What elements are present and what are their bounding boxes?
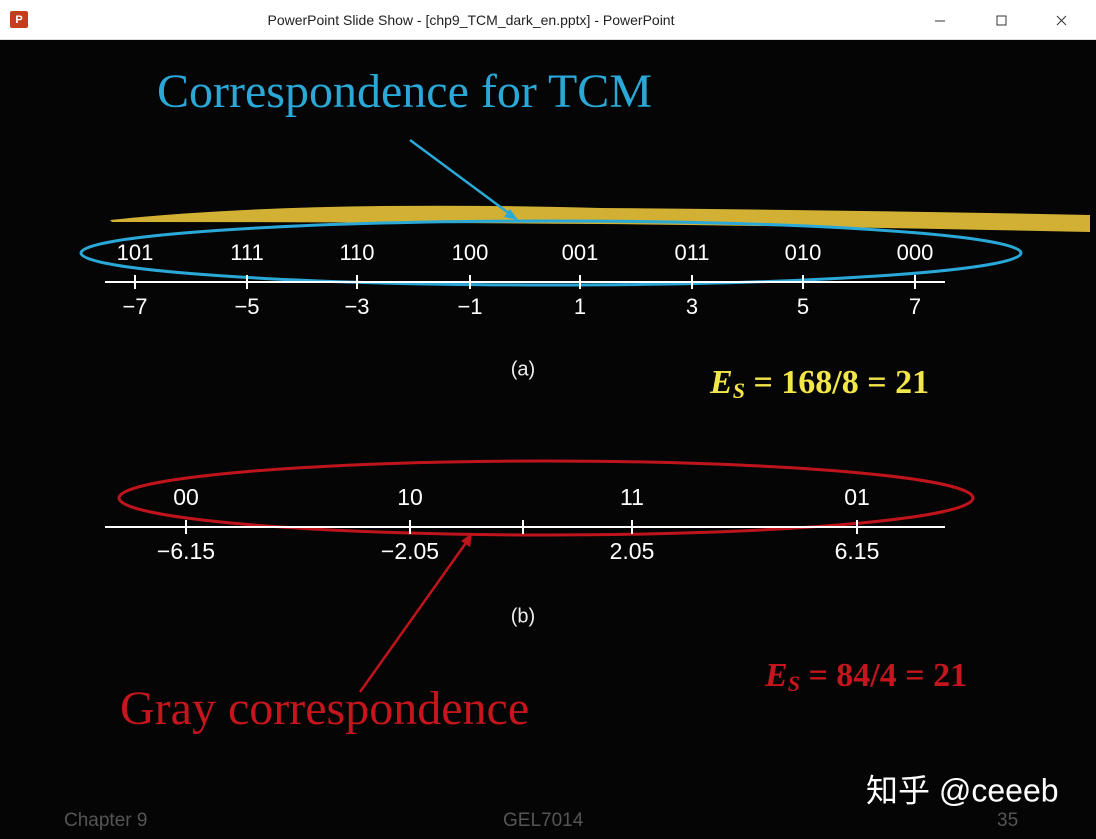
code-label: 00 [173,484,199,510]
level-label: 5 [797,294,809,319]
expression: = 84/4 = 21 [800,657,967,694]
caption: (b) [511,605,535,627]
code-label: 001 [562,240,599,265]
code-label: 01 [844,484,870,510]
close[interactable] [1056,15,1067,26]
svg-text:P: P [15,14,22,26]
slide-title: Correspondence for TCM [157,65,652,118]
level-label: −2.05 [381,538,439,564]
footer-right: 35 [997,810,1018,831]
arrowhead [504,209,518,220]
code-label: 100 [452,240,489,265]
code-label: 010 [785,240,822,265]
ellipse [79,219,1023,287]
footer-left: Chapter 9 [64,810,147,831]
app-icon: P [10,11,28,28]
level-label: 7 [909,294,921,319]
maximize[interactable] [996,15,1007,26]
slide-bg [0,40,1096,839]
level-label: 3 [686,294,698,319]
level-label: 6.15 [835,538,880,564]
footer-center: GEL7014 [503,810,584,831]
highlight [110,205,1090,232]
level-label: 2.05 [610,538,655,564]
watermark: 知乎 @ceeeb [866,772,1059,808]
arrow [358,539,470,693]
code-label: 111 [230,240,263,265]
slide: Correspondence for TCM (a) ES = 168/8 = … [0,40,1096,839]
expression: = 168/8 = 21 [745,364,929,401]
code-label: 011 [674,240,709,265]
subscript: S [733,378,745,403]
level-label: 1 [574,294,586,319]
caption: (a) [511,358,535,380]
arrow [409,138,515,219]
energy-formula: ES = 84/4 = 21 [764,657,967,696]
level-label: −7 [122,294,147,319]
title-bar: P PowerPoint Slide Show - [chp9_TCM_dark… [0,0,1096,40]
symbol: E [709,364,733,401]
symbol: E [764,657,788,694]
window-controls[interactable] [930,0,1080,40]
subscript: S [788,671,800,696]
annotation: Gray correspondence [120,682,529,735]
code-label: 110 [339,240,374,265]
window-title: PowerPoint Slide Show - [chp9_TCM_dark_e… [267,12,675,28]
level-label: −5 [234,294,259,319]
level-label: −3 [344,294,369,319]
code-label: 000 [897,240,934,265]
energy-formula: ES = 168/8 = 21 [709,364,929,403]
code-label: 11 [620,484,644,510]
code-label: 101 [117,240,154,265]
level-label: −6.15 [157,538,215,564]
code-label: 10 [397,484,423,510]
level-label: −1 [457,294,482,319]
ellipse [117,459,975,537]
arrowhead [461,533,472,547]
